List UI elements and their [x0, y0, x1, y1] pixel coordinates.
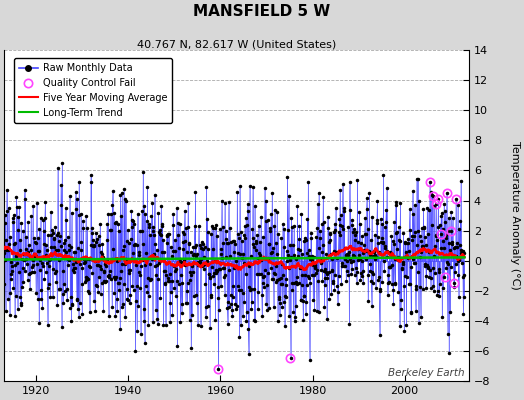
Title: 40.767 N, 82.617 W (United States): 40.767 N, 82.617 W (United States) — [137, 39, 336, 49]
Text: MANSFIELD 5 W: MANSFIELD 5 W — [193, 4, 331, 19]
Legend: Raw Monthly Data, Quality Control Fail, Five Year Moving Average, Long-Term Tren: Raw Monthly Data, Quality Control Fail, … — [14, 58, 172, 122]
Text: Berkeley Earth: Berkeley Earth — [388, 368, 464, 378]
Y-axis label: Temperature Anomaly (°C): Temperature Anomaly (°C) — [510, 141, 520, 290]
